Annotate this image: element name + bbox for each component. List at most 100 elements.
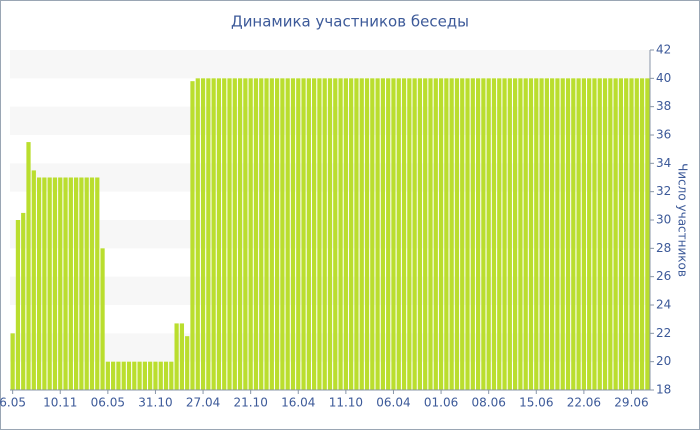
bar	[317, 78, 322, 390]
bar	[148, 361, 153, 390]
bar	[454, 78, 460, 390]
bar	[222, 78, 227, 390]
bar	[629, 78, 634, 390]
bar	[327, 78, 333, 390]
bar	[539, 78, 544, 390]
bar	[428, 78, 433, 390]
bar	[645, 78, 650, 390]
bar	[132, 361, 137, 390]
bar	[259, 78, 264, 390]
bar	[216, 78, 222, 390]
bar	[89, 177, 95, 390]
bar	[639, 78, 645, 390]
bar	[349, 78, 354, 390]
bar	[312, 78, 317, 390]
bar	[174, 323, 179, 390]
y-tick-label: 34	[656, 156, 671, 170]
bar	[407, 78, 412, 390]
y-tick-label: 36	[656, 128, 671, 142]
x-tick-label: 10.11	[43, 396, 77, 410]
bar	[592, 78, 597, 390]
chart-title: Динамика участников беседы	[231, 13, 469, 31]
bar	[285, 78, 290, 390]
bar	[179, 323, 185, 390]
bar	[169, 361, 174, 390]
bar	[624, 78, 629, 390]
x-tick-label: 29.06	[614, 396, 648, 410]
x-tick-label: 11.10	[329, 396, 363, 410]
bar	[10, 333, 15, 390]
bar	[370, 78, 375, 390]
bar	[528, 78, 534, 390]
bar	[338, 78, 343, 390]
bar	[322, 78, 327, 390]
bar	[95, 177, 100, 390]
bar	[343, 78, 348, 390]
y-tick-label: 20	[656, 354, 671, 368]
bar	[571, 78, 576, 390]
bar	[253, 78, 259, 390]
bar	[63, 177, 68, 390]
bar	[126, 361, 132, 390]
bar	[211, 78, 216, 390]
bar	[544, 78, 549, 390]
x-tick-label: 6.05	[0, 396, 26, 410]
bar	[475, 78, 481, 390]
bar	[560, 78, 565, 390]
bar	[380, 78, 386, 390]
bar	[550, 78, 555, 390]
bar	[497, 78, 502, 390]
bar	[534, 78, 539, 390]
bar	[84, 177, 89, 390]
bar	[153, 361, 158, 390]
bar	[423, 78, 428, 390]
bar	[333, 78, 338, 390]
bar	[248, 78, 253, 390]
y-tick-label: 24	[656, 298, 671, 312]
bar	[68, 177, 73, 390]
x-tick-label: 27.04	[186, 396, 220, 410]
x-tick-label: 08.06	[471, 396, 505, 410]
bar	[465, 78, 470, 390]
bar	[486, 78, 491, 390]
bar	[491, 78, 497, 390]
bar	[296, 78, 301, 390]
bar	[555, 78, 560, 390]
bar	[206, 78, 211, 390]
grid-band	[10, 50, 650, 79]
bar	[602, 78, 608, 390]
bar	[237, 78, 243, 390]
x-tick-label: 15.06	[519, 396, 553, 410]
bar	[396, 78, 401, 390]
x-tick-label: 22.06	[567, 396, 601, 410]
y-tick-label: 40	[656, 71, 671, 85]
bar	[634, 78, 639, 390]
bar	[444, 78, 449, 390]
bar	[359, 78, 364, 390]
bar	[507, 78, 512, 390]
bar	[42, 177, 47, 390]
bar	[576, 78, 581, 390]
x-tick-label: 16.04	[281, 396, 315, 410]
bar	[195, 78, 200, 390]
y-tick-label: 22	[656, 326, 671, 340]
bar	[449, 78, 454, 390]
bar	[364, 78, 370, 390]
bar	[386, 78, 391, 390]
bar	[290, 78, 296, 390]
bar	[460, 78, 465, 390]
bar	[227, 78, 232, 390]
bar	[354, 78, 359, 390]
bar	[433, 78, 438, 390]
bar	[200, 78, 206, 390]
bar	[438, 78, 444, 390]
bar	[391, 78, 396, 390]
y-tick-label: 42	[656, 43, 671, 57]
x-tick-label: 01.06	[424, 396, 458, 410]
bar	[26, 142, 31, 390]
bar	[243, 78, 248, 390]
bar	[190, 81, 195, 391]
bar	[116, 361, 121, 390]
